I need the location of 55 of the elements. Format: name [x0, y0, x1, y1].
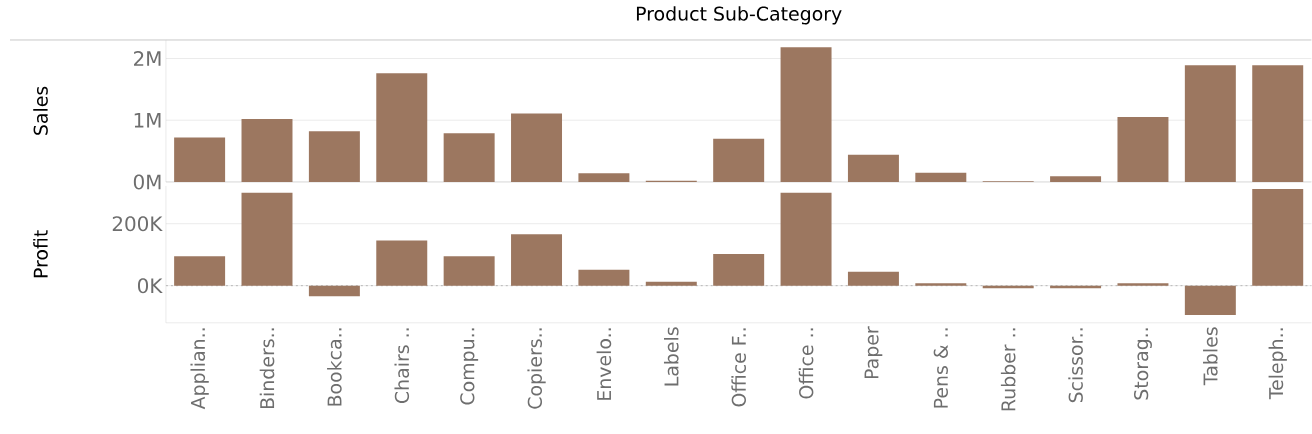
bar [511, 113, 563, 182]
bar [578, 269, 630, 286]
x-tick-label: Office F.. [731, 328, 746, 407]
x-tick-label: Pens & .. [933, 328, 948, 408]
bar [1252, 189, 1304, 286]
bar [578, 173, 630, 182]
x-tick-label: Scissor.. [1068, 328, 1083, 403]
y-axis-title: Profit [33, 230, 48, 278]
bar [1252, 65, 1304, 182]
y-tick-label: 0K [137, 278, 163, 294]
x-tick-label: Binders.. [259, 328, 275, 409]
bar [1117, 117, 1169, 182]
x-tick-label: Teleph.. [1268, 328, 1287, 400]
y-tick-label: 2M [134, 51, 161, 66]
bar [308, 285, 360, 297]
y-tick-label: 0M [133, 174, 161, 190]
bar [847, 154, 899, 182]
bar [174, 256, 226, 286]
bar [1050, 176, 1102, 182]
bar [1184, 285, 1236, 316]
x-tick-label: Copiers.. [527, 328, 546, 409]
bar [1184, 65, 1236, 182]
bar [376, 73, 428, 182]
x-tick-label: Storag.. [1133, 328, 1152, 400]
bar [1117, 283, 1169, 286]
y-tick-label: 200K [112, 216, 163, 232]
bar [443, 256, 495, 286]
bar [376, 240, 428, 286]
x-tick-label: Paper [864, 326, 883, 379]
x-tick-label: Office .. [798, 328, 814, 399]
y-tick-label: 1M [134, 113, 161, 128]
x-tick-label: Compu.. [460, 328, 479, 405]
bar [241, 119, 293, 182]
x-tick-label: Envelo.. [596, 328, 612, 400]
x-tick-label: Applian.. [190, 328, 209, 410]
bar [174, 137, 226, 182]
x-tick-label: Chairs .. [394, 328, 410, 404]
bar [713, 138, 765, 182]
x-tick-label: Rubber .. [1000, 328, 1016, 411]
bar [645, 281, 697, 286]
chart-title: Product Sub-Category [636, 6, 842, 25]
bar [915, 172, 967, 182]
bar [308, 131, 360, 182]
bar [780, 192, 832, 286]
bar [241, 192, 293, 286]
x-tick-label: Labels [663, 327, 679, 386]
x-tick-label: Bookca.. [327, 328, 342, 406]
y-axis-title: Sales [33, 86, 48, 135]
bar [915, 283, 967, 286]
bar [780, 47, 832, 182]
bar [847, 271, 899, 286]
bar [511, 234, 563, 286]
x-tick-label: Tables [1203, 327, 1218, 386]
bar [713, 254, 765, 286]
bar [443, 133, 495, 182]
